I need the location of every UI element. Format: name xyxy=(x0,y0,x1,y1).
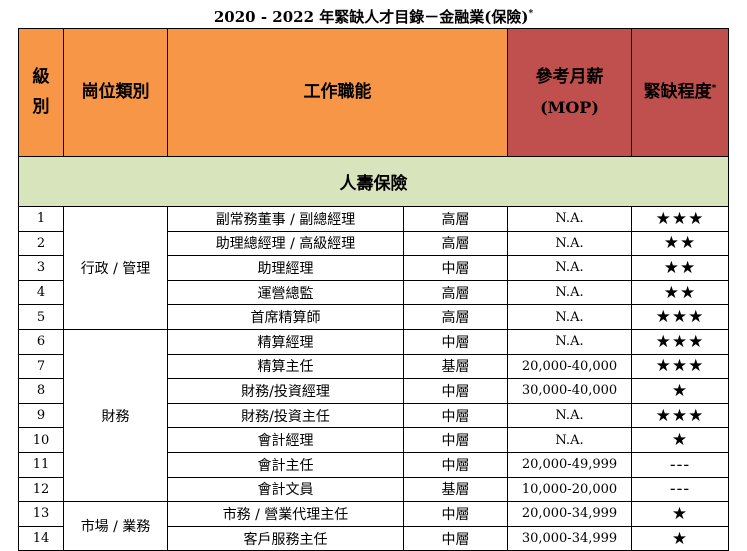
job-level: 中層 xyxy=(403,427,508,453)
salary: N.A. xyxy=(507,427,632,453)
job-title: 會計經理 xyxy=(167,427,404,453)
scarcity-stars: --- xyxy=(631,476,729,503)
section-title: 人壽保險 xyxy=(18,156,729,207)
table-row: 7 精算主任 基層 20,000-40,000 ★★★ xyxy=(18,353,729,380)
job-level: 中層 xyxy=(403,378,508,404)
job-level: 中層 xyxy=(403,525,508,551)
salary: N.A. xyxy=(507,304,632,330)
job-title: 財務/投資經理 xyxy=(167,378,404,404)
header-category: 崗位類別 xyxy=(63,28,168,157)
job-title: 精算經理 xyxy=(167,328,404,355)
row-number: 9 xyxy=(18,402,64,429)
table-row: 4 運營總監 高層 N.A. ★★ xyxy=(18,279,729,306)
job-level: 基層 xyxy=(403,476,508,503)
row-number: 3 xyxy=(18,255,64,281)
scarcity-stars: ★ xyxy=(631,501,729,527)
job-title: 會計文員 xyxy=(167,476,404,503)
job-level: 高層 xyxy=(403,279,508,306)
salary: N.A. xyxy=(507,206,632,232)
job-level: 中層 xyxy=(403,255,508,281)
scarcity-stars: ★★★ xyxy=(631,402,729,429)
salary: 30,000-40,000 xyxy=(507,378,632,404)
job-level: 中層 xyxy=(403,451,508,478)
job-level: 中層 xyxy=(403,328,508,355)
salary: N.A. xyxy=(507,328,632,355)
row-number: 2 xyxy=(18,230,64,257)
job-title: 會計主任 xyxy=(167,451,404,478)
job-title: 財務/投資主任 xyxy=(167,402,404,429)
job-title: 副常務董事 / 副總經理 xyxy=(167,206,404,232)
category-finance: 財務 xyxy=(63,328,168,503)
job-level: 基層 xyxy=(403,353,508,380)
category-admin: 行政 / 管理 xyxy=(63,206,168,330)
scarcity-stars: ★ xyxy=(631,525,729,551)
table-row: 8 財務/投資經理 中層 30,000-40,000 ★ xyxy=(18,378,729,404)
row-number: 6 xyxy=(18,328,64,355)
row-number: 11 xyxy=(18,451,64,478)
job-level: 高層 xyxy=(403,304,508,330)
salary: 20,000-40,000 xyxy=(507,353,632,380)
job-title: 運營總監 xyxy=(167,279,404,306)
salary: N.A. xyxy=(507,230,632,257)
row-number: 5 xyxy=(18,304,64,330)
job-level: 中層 xyxy=(403,501,508,527)
table-row: 11 會計主任 中層 20,000-49,999 --- xyxy=(18,451,729,478)
header-scarcity: 緊缺程度* xyxy=(631,28,729,157)
table-row: 14 客戶服務主任 中層 30,000-34,999 ★ xyxy=(18,525,729,551)
job-title: 助理總經理 / 高級經理 xyxy=(167,230,404,257)
job-level: 高層 xyxy=(403,206,508,232)
salary: N.A. xyxy=(507,402,632,429)
job-title: 精算主任 xyxy=(167,353,404,380)
header-row: 級別 崗位類別 工作職能 參考月薪 (MOP) 緊缺程度* xyxy=(18,28,729,157)
scarcity-stars: ★★ xyxy=(631,279,729,306)
row-number: 10 xyxy=(18,427,64,453)
table-row: 6 財務 精算經理 中層 N.A. ★★★ xyxy=(18,328,729,503)
table-row: 12 會計文員 基層 10,000-20,000 --- xyxy=(18,476,729,503)
salary: N.A. xyxy=(507,255,632,281)
salary: 20,000-34,999 xyxy=(507,501,632,527)
table-row: 3 助理經理 中層 N.A. ★★ xyxy=(18,255,729,281)
scarcity-stars: ★★★ xyxy=(631,353,729,380)
scarcity-stars: ★★ xyxy=(631,255,729,281)
scarcity-stars: ★★★ xyxy=(631,328,729,355)
category-marketing: 市場 / 業務 xyxy=(63,501,168,551)
row-number: 8 xyxy=(18,378,64,404)
job-title: 首席精算師 xyxy=(167,304,404,330)
scarcity-stars: ★ xyxy=(631,427,729,453)
table-row: 5 首席精算師 高層 N.A. ★★★ xyxy=(18,304,729,330)
salary: 20,000-49,999 xyxy=(507,451,632,478)
row-number: 14 xyxy=(18,525,64,551)
row-number: 1 xyxy=(18,206,64,232)
job-level: 高層 xyxy=(403,230,508,257)
job-level: 中層 xyxy=(403,402,508,429)
scarcity-stars: ★★ xyxy=(631,230,729,257)
table-row: 1 行政 / 管理 副常務董事 / 副總經理 高層 N.A. ★★★ xyxy=(18,206,729,330)
row-number: 7 xyxy=(18,353,64,380)
row-number: 12 xyxy=(18,476,64,503)
salary: 10,000-20,000 xyxy=(507,476,632,503)
table-row: 13 市場 / 業務 市務 / 營業代理主任 中層 20,000-34,999 … xyxy=(18,501,729,551)
page-title: 2020 - 2022 年緊缺人才目錄－金融業(保險)* xyxy=(213,8,534,26)
header-function: 工作職能 xyxy=(167,28,508,157)
section-row: 人壽保險 xyxy=(18,156,729,207)
job-title: 助理經理 xyxy=(167,255,404,281)
header-salary: 參考月薪 (MOP) xyxy=(507,28,632,157)
job-title: 客戶服務主任 xyxy=(167,525,404,551)
salary: 30,000-34,999 xyxy=(507,525,632,551)
scarcity-stars: ★★★ xyxy=(631,206,729,232)
header-level: 級別 xyxy=(18,28,64,157)
scarcity-stars: --- xyxy=(631,451,729,478)
salary: N.A. xyxy=(507,279,632,306)
row-number: 4 xyxy=(18,279,64,306)
scarcity-stars: ★ xyxy=(631,378,729,404)
job-title: 市務 / 營業代理主任 xyxy=(167,501,404,527)
row-number: 13 xyxy=(18,501,64,527)
scarcity-stars: ★★★ xyxy=(631,304,729,330)
talent-table: 級別 崗位類別 工作職能 參考月薪 (MOP) 緊缺程度* 人壽保險 1 行政 /… xyxy=(18,28,729,551)
